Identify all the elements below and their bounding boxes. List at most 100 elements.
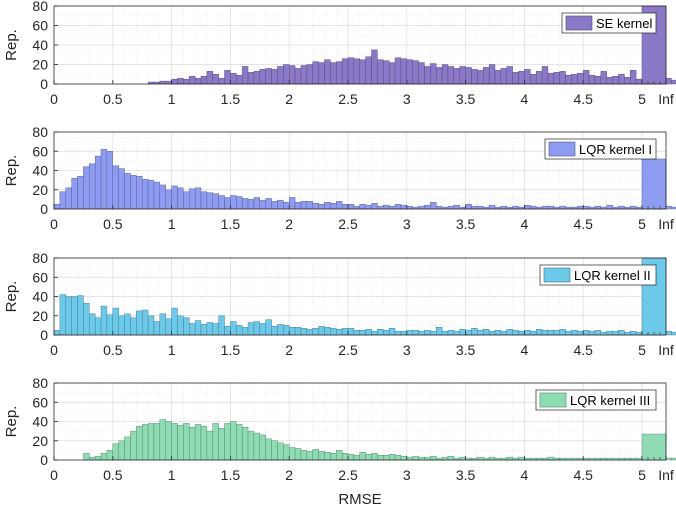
histogram-bar xyxy=(77,295,84,336)
histogram-bar xyxy=(341,453,349,461)
histogram-bar xyxy=(206,430,213,461)
y-tick-label: 60 xyxy=(32,18,48,34)
x-tick-label: 4 xyxy=(521,342,529,358)
histogram-bar xyxy=(530,330,537,336)
histogram-bar xyxy=(141,424,149,461)
histogram-bar xyxy=(71,296,78,336)
histogram-bar xyxy=(436,67,443,85)
histogram-bar xyxy=(530,74,537,85)
histogram-bar xyxy=(265,68,272,85)
histogram-bar xyxy=(347,328,355,336)
histogram-bar xyxy=(353,205,360,210)
histogram-bar xyxy=(412,455,419,461)
x-tick-label: 4.5 xyxy=(573,342,593,358)
x-tick-label: 1 xyxy=(168,91,176,107)
histogram-bar xyxy=(635,78,643,85)
histogram-bar xyxy=(430,63,437,85)
y-axis-label: Rep. xyxy=(3,406,20,438)
histogram-bar xyxy=(247,430,255,461)
histogram-bar xyxy=(347,454,355,461)
y-tick-label: 40 xyxy=(32,414,48,430)
histogram-bar xyxy=(318,326,325,336)
histogram-bar xyxy=(483,329,490,336)
legend-label: LQR kernel I xyxy=(579,142,652,157)
histogram-bar xyxy=(153,321,161,336)
histogram-bar xyxy=(241,66,249,85)
histogram-bar xyxy=(147,423,155,461)
y-tick-label: 80 xyxy=(32,0,48,14)
histogram-bar xyxy=(312,203,319,210)
histogram-bar xyxy=(371,49,378,85)
histogram-bar xyxy=(406,205,413,210)
histogram-bar xyxy=(383,454,390,461)
histogram-bar xyxy=(112,307,119,336)
histogram-bar xyxy=(359,59,366,85)
x-tick-label: 3.5 xyxy=(456,342,476,358)
histogram-bar xyxy=(89,313,96,336)
x-tick-label: 3 xyxy=(403,91,411,107)
histogram-bar xyxy=(336,450,343,461)
histogram-bar xyxy=(388,454,396,461)
histogram-bar xyxy=(418,62,425,85)
histogram-bar xyxy=(200,191,208,210)
x-tick-label: 0.5 xyxy=(103,216,123,232)
legend-label: LQR kernel III xyxy=(570,393,650,408)
histogram-bar xyxy=(477,70,484,85)
x-tick-label: 3.5 xyxy=(456,467,476,483)
histogram-bar xyxy=(400,330,408,336)
histogram-bar xyxy=(312,328,319,336)
histogram-bar xyxy=(412,329,419,336)
histogram-bar xyxy=(177,315,184,336)
histogram-bar xyxy=(665,457,672,461)
histogram-bar xyxy=(106,314,113,336)
histogram-bar xyxy=(94,155,102,210)
y-tick-label: 40 xyxy=(32,37,48,53)
histogram-bar xyxy=(553,72,560,85)
histogram-bar xyxy=(488,64,496,85)
histogram-bar xyxy=(265,319,272,336)
histogram-bar xyxy=(194,187,202,210)
legend-swatch xyxy=(539,392,567,408)
x-tick-label: 0.5 xyxy=(103,91,123,107)
histogram-bar xyxy=(665,330,672,336)
histogram-bar xyxy=(53,329,61,336)
x-tick-label: 5 xyxy=(638,91,646,107)
histogram-bar xyxy=(330,453,337,461)
histogram-bar xyxy=(112,165,119,210)
histogram-bar xyxy=(241,427,249,461)
histogram-bar xyxy=(159,184,166,210)
histogram-bar xyxy=(65,296,72,336)
histogram-bar xyxy=(577,330,584,336)
histogram-bar xyxy=(236,325,243,336)
histogram-bar xyxy=(312,449,319,461)
histogram-bar xyxy=(459,456,466,461)
x-tick-label: 4.5 xyxy=(573,467,593,483)
y-tick-label: 20 xyxy=(32,57,48,73)
histogram-bar xyxy=(430,330,437,336)
histogram-bar xyxy=(259,323,266,336)
histogram-bar xyxy=(359,329,366,336)
histogram-bar xyxy=(141,309,149,336)
legend: LQR kernel II xyxy=(539,264,657,286)
x-tick-label: 0 xyxy=(50,216,58,232)
histogram-bar xyxy=(147,179,155,210)
histogram-bar xyxy=(253,321,260,336)
x-tick-label: 2 xyxy=(285,342,293,358)
histogram-bar xyxy=(189,188,196,210)
histogram-bar xyxy=(383,60,390,85)
histogram-bar xyxy=(100,305,108,336)
y-tick-label: 80 xyxy=(32,124,48,140)
histogram-bar xyxy=(289,65,296,85)
x-tick-label: 4 xyxy=(521,216,529,232)
histogram-bar xyxy=(477,456,484,461)
x-tick-label: 1 xyxy=(168,467,176,483)
histogram-bar xyxy=(341,328,349,336)
histogram-bar xyxy=(606,76,613,85)
histogram-bar xyxy=(600,71,607,85)
y-tick-label: 40 xyxy=(32,289,48,305)
histogram-bar xyxy=(183,78,190,85)
histogram-bar xyxy=(594,329,602,336)
y-tick-label: 0 xyxy=(40,327,48,343)
x-tick-label: 1 xyxy=(168,216,176,232)
histogram-bar xyxy=(512,72,519,85)
